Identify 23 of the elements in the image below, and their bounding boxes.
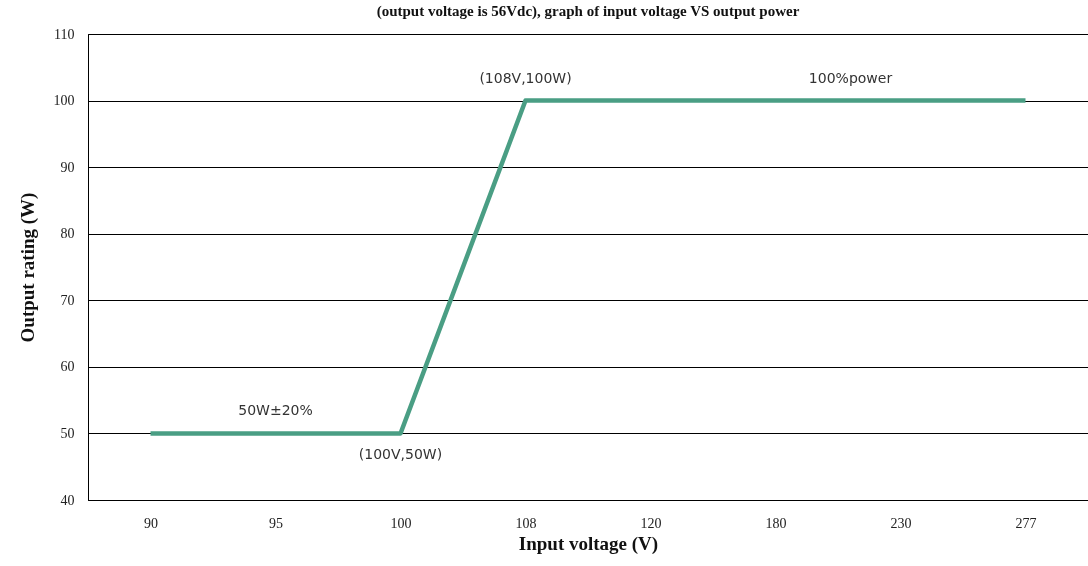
x-tick-label: 95 <box>269 515 283 531</box>
annotation: 50W±20% <box>238 402 313 419</box>
x-tick-label: 90 <box>144 515 158 531</box>
y-tick-label: 80 <box>60 226 75 242</box>
x-tick-label: 180 <box>765 515 787 531</box>
annotation: (108V,100W) <box>479 69 572 86</box>
annotation: (100V,50W) <box>358 446 443 463</box>
x-tick-label: 100 <box>390 515 412 531</box>
y-tick-label: 70 <box>60 292 75 308</box>
y-axis-title: Output rating (W) <box>16 192 39 343</box>
x-tick-label: 120 <box>640 515 662 531</box>
y-tick-label: 40 <box>60 492 75 508</box>
x-tick-label: 277 <box>1015 515 1037 531</box>
y-tick-label: 90 <box>60 159 75 175</box>
x-tick-label: 108 <box>515 515 537 531</box>
y-tick-label: 60 <box>60 359 75 375</box>
y-tick-label: 110 <box>54 26 75 42</box>
y-tick-label: 50 <box>60 425 75 441</box>
annotation: 100%power <box>808 69 893 86</box>
x-axis-title: Input voltage (V) <box>518 532 659 555</box>
y-tick-label: 100 <box>53 93 75 109</box>
chart-title: (output voltage is 56Vdc), graph of input voltage VS output power <box>376 3 800 20</box>
x-tick-label: 230 <box>890 515 912 531</box>
